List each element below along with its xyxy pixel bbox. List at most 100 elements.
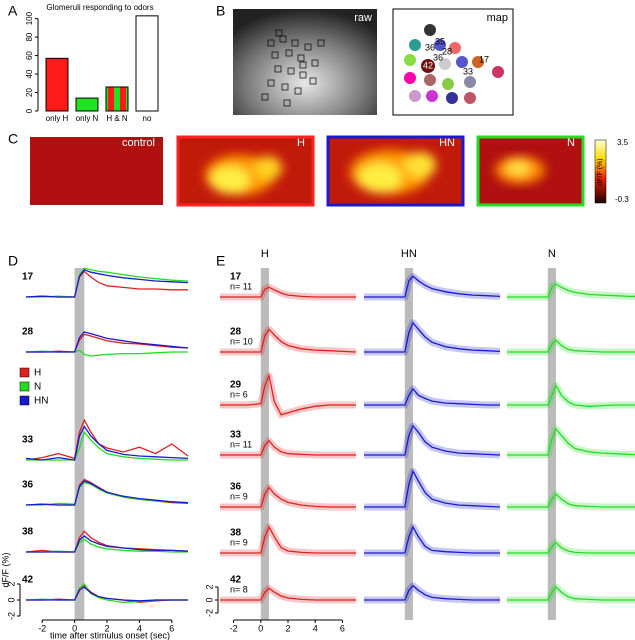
x-tick-label: no <box>143 114 152 123</box>
image-label: N <box>567 137 575 149</box>
glomerulus <box>446 92 458 104</box>
map-number: 36 <box>425 42 435 52</box>
legend-swatch <box>20 396 29 405</box>
colorbar-label: dF/F (%) <box>597 158 604 185</box>
panel-letter: D <box>8 253 18 269</box>
image-label: control <box>122 137 155 149</box>
column-header: HN <box>401 248 417 260</box>
x-tick-label: 0 <box>258 623 263 633</box>
glomerulus <box>464 76 476 88</box>
row-label: 28 <box>22 327 34 338</box>
map-number: 42 <box>423 60 433 70</box>
scale-label: 2 <box>204 584 214 589</box>
colorbar-max: 3.5 <box>617 138 629 147</box>
glomerulus <box>492 66 504 78</box>
y-axis-label: dF/F (%) <box>0 552 10 587</box>
row-label: 38 <box>22 527 34 538</box>
image-label: H <box>297 137 305 149</box>
x-tick-label: H & N <box>106 114 128 123</box>
map-number: 35 <box>435 36 445 46</box>
x-tick-label: 6 <box>340 623 345 633</box>
trace-band <box>364 426 500 455</box>
row-label: 17 <box>22 272 34 283</box>
x-tick-label: 4 <box>313 623 318 633</box>
bar <box>76 98 98 111</box>
map-number: 17 <box>479 54 489 64</box>
n-label: n= 8 <box>230 584 248 594</box>
legend-swatch <box>20 382 29 391</box>
trace-band <box>364 276 500 297</box>
x-tick-label: -2 <box>38 623 46 633</box>
scale-label: -2 <box>204 609 214 617</box>
legend-swatch <box>20 368 29 377</box>
legend-label: N <box>34 382 41 393</box>
trace-band <box>364 389 500 405</box>
legend-label: H <box>34 368 41 379</box>
n-label: n= 11 <box>230 439 252 449</box>
x-tick-label: only N <box>76 114 99 123</box>
n-label: n= 6 <box>230 389 248 399</box>
bar <box>106 87 128 111</box>
n-label: n= 9 <box>230 491 248 501</box>
row-label: 36 <box>22 480 34 491</box>
glomerulus <box>426 90 438 102</box>
scale-label: 0 <box>204 597 214 602</box>
raw-label: raw <box>354 12 372 24</box>
column-header: N <box>548 248 556 260</box>
h-image <box>178 137 313 205</box>
glomerulus <box>409 90 421 102</box>
y-tick-label: 80 <box>25 32 34 41</box>
glomerulus <box>424 74 436 86</box>
glomerulus <box>464 92 476 104</box>
row-label: 33 <box>22 435 34 446</box>
image-label: HN <box>439 137 455 149</box>
glomerulus <box>404 72 416 84</box>
panel-letter: B <box>216 3 225 19</box>
n-label: n= 11 <box>230 281 252 291</box>
trace-band <box>364 527 500 553</box>
row-label: 42 <box>22 575 34 586</box>
trace <box>26 350 188 356</box>
panel-letter: E <box>216 253 225 269</box>
x-tick-label: 2 <box>285 623 290 633</box>
scale-label: -2 <box>6 612 16 620</box>
map-number: 36 <box>433 52 443 62</box>
chart-title: Glomeruli responding to odors <box>46 3 153 12</box>
x-tick-label: only H <box>46 114 69 123</box>
y-tick-label: 20 <box>25 88 34 97</box>
bar <box>136 16 158 111</box>
x-tick-label: 6 <box>169 623 174 633</box>
column-header: H <box>261 248 269 260</box>
trace <box>26 334 188 352</box>
glomerulus <box>442 78 454 90</box>
y-tick-label: 100 <box>25 11 34 25</box>
trace-band <box>364 323 500 352</box>
trace <box>26 332 188 352</box>
glomerulus <box>424 24 436 36</box>
panel-letter: C <box>8 131 18 147</box>
trace-band <box>507 429 635 455</box>
map-number: 33 <box>463 66 473 76</box>
trace <box>26 268 188 297</box>
map-number: 28 <box>442 46 452 56</box>
glomerulus <box>409 39 421 51</box>
glomerulus <box>404 54 416 66</box>
colorbar-min: -0.3 <box>615 195 629 204</box>
trace <box>26 587 188 601</box>
panel-letter: A <box>8 3 18 19</box>
x-axis-label: time after stimulus onset (sec) <box>50 630 170 640</box>
x-tick-label: -2 <box>230 623 238 633</box>
map-label: map <box>487 12 508 24</box>
trace-band <box>364 471 500 507</box>
y-tick-label: 40 <box>25 69 34 78</box>
y-tick-label: 0 <box>25 108 34 113</box>
bar <box>46 58 68 111</box>
n-label: n= 10 <box>230 336 253 346</box>
stimulus-band <box>75 268 85 620</box>
legend-label: HN <box>34 396 48 407</box>
trace <box>26 270 188 297</box>
n-label: n= 9 <box>230 537 248 547</box>
scale-label: 0 <box>6 597 16 602</box>
y-tick-label: 60 <box>25 51 34 60</box>
